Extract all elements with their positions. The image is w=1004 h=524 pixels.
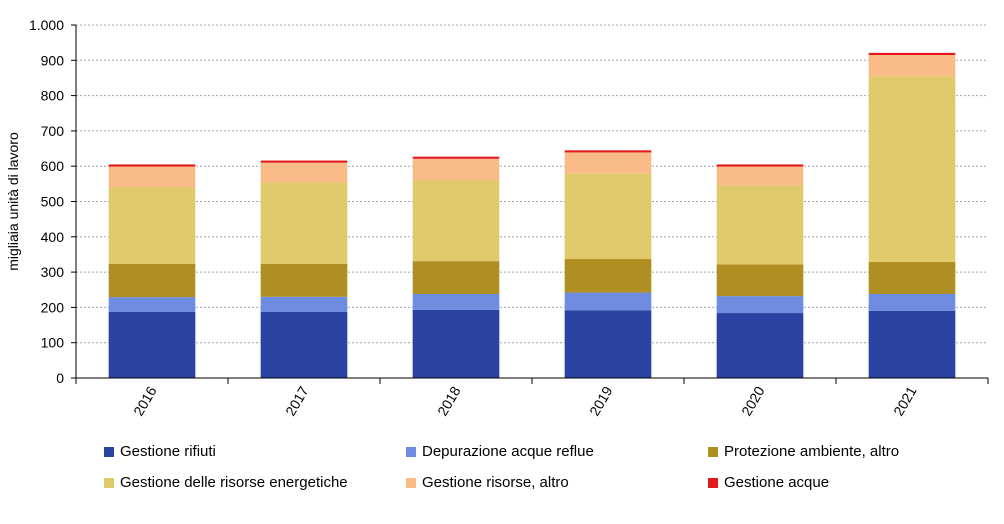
y-tick-label: 800	[41, 88, 65, 104]
bar-segment	[716, 164, 804, 167]
bar-segment	[260, 296, 348, 312]
bar-segment	[868, 55, 956, 77]
bar-segment	[260, 162, 348, 183]
bar-segment	[412, 156, 500, 159]
y-tick-label: 600	[41, 158, 65, 174]
bar-segment	[260, 182, 348, 264]
bar-segment	[412, 309, 500, 378]
bar-segment	[108, 164, 196, 167]
y-tick-label: 700	[41, 123, 65, 139]
x-axis-ticks: 2016 2017 2018 2019 2020 2021	[75, 378, 989, 418]
bar-segment	[716, 296, 804, 314]
bar-segment	[412, 179, 500, 262]
y-tick-label: 1.000	[29, 17, 64, 33]
x-tick-label: 2019	[586, 383, 616, 418]
bar-segment	[868, 52, 956, 56]
bar-segment	[412, 158, 500, 180]
bar-segment	[564, 310, 652, 378]
bar-segment	[716, 166, 804, 186]
y-tick-label: 500	[41, 194, 65, 210]
bar-segment	[412, 261, 500, 294]
bar-segment	[108, 311, 196, 378]
bar-segment	[108, 263, 196, 298]
bar-segment	[412, 293, 500, 310]
bar-segment	[564, 152, 652, 174]
bar-segment	[564, 292, 652, 311]
bar-segment	[108, 297, 196, 312]
x-tick-label: 2016	[130, 383, 160, 418]
bar-segment	[564, 150, 652, 153]
bar-segment	[564, 173, 652, 260]
y-axis-label: migliaia unità di lavoro	[5, 132, 21, 271]
bar-segment	[108, 187, 196, 264]
y-tick-label: 400	[41, 229, 65, 245]
bar-segment	[716, 185, 804, 265]
y-tick-label: 200	[41, 299, 65, 315]
x-tick-label: 2020	[738, 383, 768, 418]
x-tick-label: 2018	[434, 383, 464, 418]
bar-segment	[260, 263, 348, 297]
x-tick-label: 2021	[890, 383, 920, 418]
bar-segment	[108, 166, 196, 188]
y-tick-label: 300	[41, 264, 65, 280]
bars	[108, 52, 956, 378]
y-axis-ticks: 0 100 200 300 400 500 600 700 800 900 1.000	[29, 17, 76, 386]
bar-segment	[716, 264, 804, 297]
bar-segment	[716, 313, 804, 378]
x-tick-label: 2017	[282, 383, 312, 418]
bar-segment	[260, 311, 348, 378]
bar-segment	[868, 261, 956, 294]
y-tick-label: 100	[41, 335, 65, 351]
gridlines	[76, 24, 988, 344]
bar-segment	[868, 293, 956, 311]
y-tick-label: 900	[41, 52, 65, 68]
bar-segment	[564, 259, 652, 293]
bar-segment	[868, 310, 956, 378]
bar-segment	[868, 76, 956, 262]
bar-segment	[260, 160, 348, 163]
y-tick-label: 0	[56, 370, 64, 386]
